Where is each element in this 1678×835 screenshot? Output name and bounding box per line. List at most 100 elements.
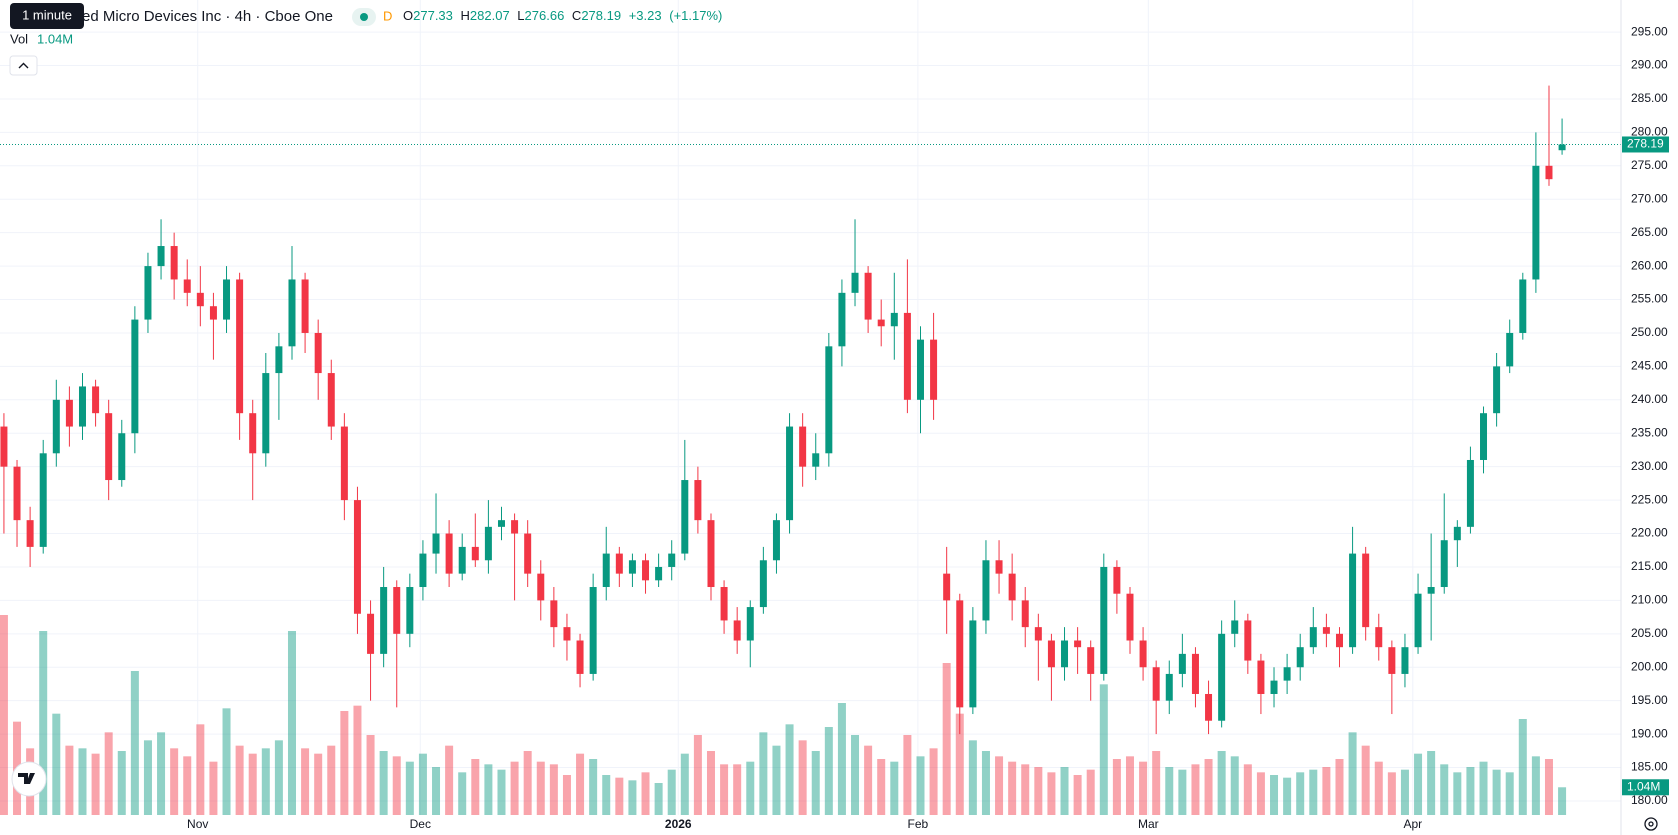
change: +3.23 — [629, 8, 662, 23]
y-tick-label: 200.00 — [1631, 659, 1668, 673]
volume-bar — [602, 775, 611, 815]
volume-bar — [497, 769, 506, 815]
candle-body — [602, 553, 610, 588]
candle-body — [1506, 332, 1514, 367]
volume-bar — [340, 711, 349, 815]
candle-body — [131, 319, 139, 434]
volume-bar — [1335, 759, 1344, 815]
candle-body — [1257, 660, 1265, 694]
candle-body — [825, 346, 833, 454]
volume-bar — [1256, 772, 1265, 815]
candle-body — [877, 319, 885, 327]
candle-body — [39, 453, 47, 547]
logo-mark — [18, 773, 35, 784]
y-tick-label: 235.00 — [1631, 425, 1668, 439]
volume-bar — [1165, 767, 1174, 815]
settings-icon[interactable] — [1644, 817, 1658, 831]
volume-bar — [1243, 764, 1252, 815]
candle-body — [157, 246, 165, 267]
y-tick-label: 295.00 — [1631, 24, 1668, 38]
candle-body — [1558, 144, 1566, 151]
candle-body — [1296, 647, 1304, 668]
volume-bar — [1518, 719, 1527, 815]
volume-bar — [549, 764, 558, 815]
candle-body — [52, 399, 60, 454]
price-axis: 180.00 185.00 190.00 195.00 200.00 205.00 210.… — [187, 24, 1669, 831]
volume-bar — [104, 732, 113, 815]
candle-body — [511, 520, 519, 534]
candle-body — [851, 272, 859, 293]
candle-body — [1034, 627, 1042, 641]
candle-body — [982, 560, 990, 621]
volume-bar — [759, 732, 768, 815]
volume-bar — [1322, 767, 1331, 815]
candle-body — [1270, 680, 1278, 694]
volume-bar — [117, 751, 126, 815]
y-tick-label: 240.00 — [1631, 392, 1668, 406]
candle-body — [249, 413, 257, 454]
volume-bar — [929, 748, 938, 815]
tooltip-box — [10, 3, 84, 29]
candle-body — [288, 279, 296, 347]
candle-body — [419, 553, 427, 588]
candle-body — [471, 546, 479, 561]
volume-bar — [196, 724, 205, 815]
y-tick-label: 280.00 — [1631, 125, 1668, 139]
candle-body — [497, 520, 505, 527]
volume-bar — [1152, 751, 1161, 815]
candle-body — [838, 292, 846, 347]
volume-bar — [1505, 772, 1514, 815]
change-pct: (+1.17%) — [669, 8, 722, 23]
candle-body — [694, 480, 702, 521]
volume-bar — [432, 767, 441, 815]
volume-bar — [1060, 767, 1069, 815]
volume-bar — [235, 745, 244, 815]
candle-body — [1532, 165, 1540, 280]
candle-body — [1074, 640, 1082, 648]
candle-body — [786, 426, 794, 521]
volume-bar — [864, 745, 873, 815]
volume-bar — [353, 705, 362, 815]
candle-body — [1493, 366, 1501, 414]
volume-bar — [143, 740, 152, 815]
ohlc-letter: H — [461, 8, 470, 23]
volume-bar — [1531, 756, 1540, 815]
volume-bar — [824, 727, 833, 815]
volume-bar — [1178, 769, 1187, 815]
volume-tag-label: 1.04M — [1627, 779, 1660, 793]
candle-body — [1021, 600, 1029, 628]
candle-body — [812, 453, 820, 467]
y-tick-label: 250.00 — [1631, 325, 1668, 339]
collapse-button[interactable] — [9, 55, 38, 76]
candle-body — [916, 339, 924, 400]
candle-body — [943, 573, 951, 601]
volume-bar — [392, 756, 401, 815]
badge: D — [383, 8, 392, 23]
candle-body — [655, 566, 663, 581]
candle-body — [1178, 653, 1186, 674]
y-tick-label: 265.00 — [1631, 225, 1668, 239]
candle-body — [1375, 627, 1383, 648]
volume-bar — [562, 775, 571, 815]
y-tick-label: 205.00 — [1631, 626, 1668, 640]
x-tick-label: Feb — [908, 817, 929, 831]
candle-body — [26, 520, 34, 547]
volume-tag — [1622, 779, 1669, 796]
candle-body — [0, 426, 8, 467]
candle-body — [144, 266, 152, 320]
volume-bar — [1466, 767, 1475, 815]
volume-bar — [589, 759, 598, 815]
volume-bar — [274, 740, 283, 815]
ohlc-letter: O — [403, 8, 413, 23]
candle-body — [1126, 593, 1134, 641]
volume-bar — [327, 745, 336, 815]
candle-body — [1100, 566, 1108, 674]
volume-bar — [1191, 764, 1200, 815]
candle-body — [170, 246, 178, 280]
ohlc-letter: L — [517, 8, 524, 23]
candle-body — [353, 500, 361, 614]
x-tick-label: 2026 — [665, 817, 692, 831]
candle-body — [262, 373, 270, 454]
volume-bar — [52, 713, 61, 815]
y-tick-label: 245.00 — [1631, 359, 1668, 373]
